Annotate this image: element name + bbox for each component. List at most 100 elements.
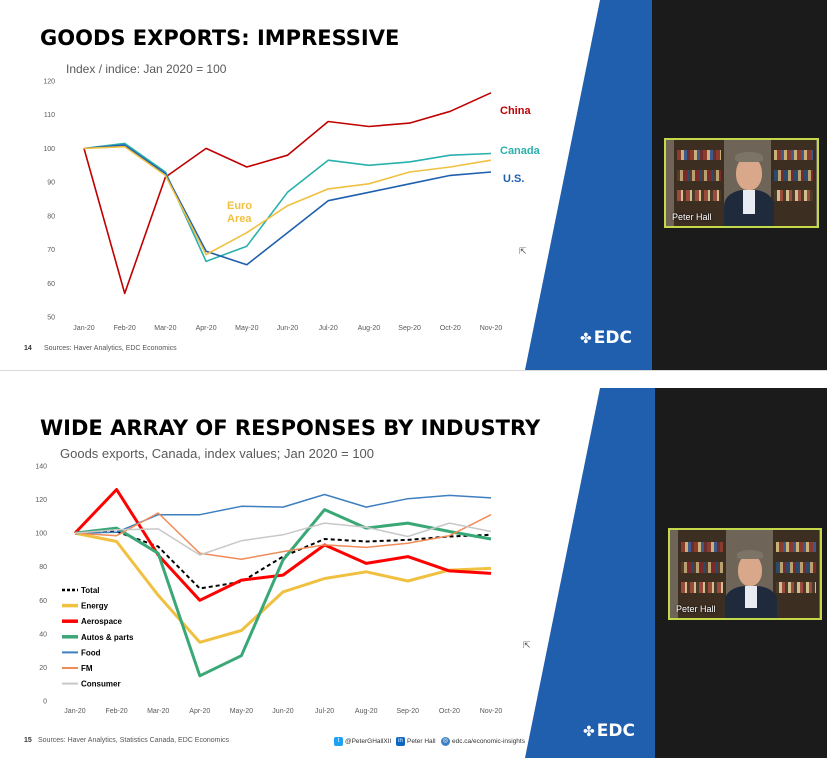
slide-title: GOODS EXPORTS: IMPRESSIVE (40, 26, 400, 50)
y-tick-label: 120 (35, 497, 47, 504)
x-tick-label: Sep-20 (398, 325, 421, 332)
series-line-china (83, 92, 492, 295)
books-row (677, 170, 721, 181)
legend-label-fm: FM (81, 664, 93, 673)
linkedin-text: Peter Hall (407, 738, 436, 746)
y-tick-label: 60 (47, 281, 55, 288)
books-row (776, 542, 816, 552)
y-tick-label: 20 (39, 665, 47, 672)
maple-leaf-icon: ✤ (580, 331, 592, 347)
x-tick-label: May-20 (235, 325, 258, 332)
maple-leaf-icon: ✤ (583, 724, 595, 740)
series-line-euro-area (83, 145, 492, 256)
chart-subtitle: Index / indice: Jan 2020 = 100 (66, 62, 227, 76)
source-note: Sources: Haver Analytics, EDC Economics (44, 345, 177, 352)
x-tick-label: Mar-20 (154, 325, 176, 332)
x-tick-label: Jul-20 (319, 325, 338, 332)
legend-label-autos-parts: Autos & parts (81, 633, 134, 642)
series-label-euro: Area (227, 213, 252, 225)
y-tick-label: 120 (43, 79, 55, 86)
presenter-hair (737, 550, 763, 559)
presenter-shirt (743, 190, 755, 214)
series-line-canada (83, 142, 492, 263)
y-tick-label: 80 (39, 564, 47, 571)
x-tick-label: Nov-20 (480, 708, 503, 715)
mouse-cursor-icon: ⇱ (519, 246, 527, 256)
page-number: 15 (24, 737, 32, 744)
globe-icon: ◎ (441, 737, 450, 746)
y-tick-label: 60 (39, 598, 47, 605)
x-tick-label: Apr-20 (196, 325, 217, 332)
series-line-consumer (74, 522, 492, 556)
edc-logo: ✤ EDC (580, 328, 632, 348)
books-row (677, 150, 721, 160)
edc-logo-text: EDC (593, 328, 632, 348)
x-tick-label: Jul-20 (315, 708, 334, 715)
x-tick-label: Oct-20 (439, 708, 460, 715)
twitter-handle[interactable]: t @PeterGHallXII (334, 737, 391, 746)
y-tick-label: 100 (43, 146, 55, 153)
chart-subtitle: Goods exports, Canada, index values; Jan… (60, 446, 375, 461)
books-row (774, 150, 813, 160)
website-link[interactable]: ◎ edc.ca/economic-insights (441, 737, 525, 746)
presenter-name: Peter Hall (676, 604, 716, 614)
presenter-video[interactable]: Peter Hall (664, 138, 819, 228)
series-label-canada: Canada (500, 145, 541, 157)
x-tick-label: Feb-20 (114, 325, 136, 332)
y-tick-label: 80 (47, 213, 55, 220)
y-tick-label: 50 (47, 315, 55, 322)
series-label-china: China (500, 105, 531, 117)
exports-line-chart: 50 60 70 80 90 100 110 120 Jan-20 Feb-20 Mar-20 Apr… (43, 79, 541, 333)
twitter-icon: t (334, 737, 343, 746)
x-tick-label: Sep-20 (397, 708, 420, 715)
x-tick-label: May-20 (230, 708, 253, 715)
blue-band (525, 388, 655, 758)
legend-label-consumer: Consumer (81, 680, 121, 689)
y-tick-label: 140 (35, 464, 47, 471)
x-tick-label: Aug-20 (355, 708, 378, 715)
blue-band (525, 0, 652, 370)
x-tick-label: Jun-20 (277, 325, 299, 332)
series-label-euro: Euro (227, 200, 252, 212)
series-label-us: U.S. (503, 173, 524, 185)
books-row (681, 582, 723, 593)
legend-label-total: Total (81, 586, 100, 595)
books-row (774, 190, 813, 201)
y-tick-label: 40 (39, 631, 47, 638)
x-tick-label: Jan-20 (64, 708, 86, 715)
edc-logo-text: EDC (596, 721, 635, 741)
presenter-name: Peter Hall (672, 212, 712, 222)
x-tick-label: Feb-20 (106, 708, 128, 715)
slide-title: WIDE ARRAY OF RESPONSES BY INDUSTRY (40, 416, 541, 440)
books-row (776, 562, 816, 573)
y-tick-label: 90 (47, 180, 55, 187)
series-line-aerospace (73, 488, 492, 602)
x-tick-label: Mar-20 (147, 708, 169, 715)
x-tick-label: Oct-20 (440, 325, 461, 332)
x-tick-label: Aug-20 (358, 325, 381, 332)
website-text: edc.ca/economic-insights (452, 738, 525, 746)
slide-goods-exports: GOODS EXPORTS: IMPRESSIVE Index / indice… (0, 0, 827, 370)
presenter-hair (735, 152, 763, 162)
books-row (774, 170, 813, 181)
y-tick-label: 100 (35, 531, 47, 538)
legend-label-energy: Energy (81, 602, 109, 611)
source-note: Sources: Haver Analytics, Statistics Can… (38, 737, 230, 744)
linkedin-icon: in (396, 737, 405, 746)
legend-label-aerospace: Aerospace (81, 617, 122, 626)
edc-logo: ✤ EDC (583, 721, 635, 741)
series-line-energy (74, 531, 492, 644)
x-tick-label: Apr-20 (189, 708, 210, 715)
slide-separator (0, 370, 827, 388)
slide-industry-responses: WIDE ARRAY OF RESPONSES BY INDUSTRY Good… (0, 388, 827, 758)
series-line-u-s (83, 144, 492, 266)
books-row (677, 190, 721, 201)
presenter-video[interactable]: Peter Hall (668, 528, 822, 620)
presenter-face (738, 554, 762, 586)
linkedin-link[interactable]: in Peter Hall (396, 737, 436, 746)
y-tick-label: 70 (47, 247, 55, 254)
page-number: 14 (24, 345, 32, 352)
series-line-total (74, 530, 492, 590)
y-tick-label: 0 (43, 699, 47, 706)
x-tick-label: Jan-20 (73, 325, 95, 332)
